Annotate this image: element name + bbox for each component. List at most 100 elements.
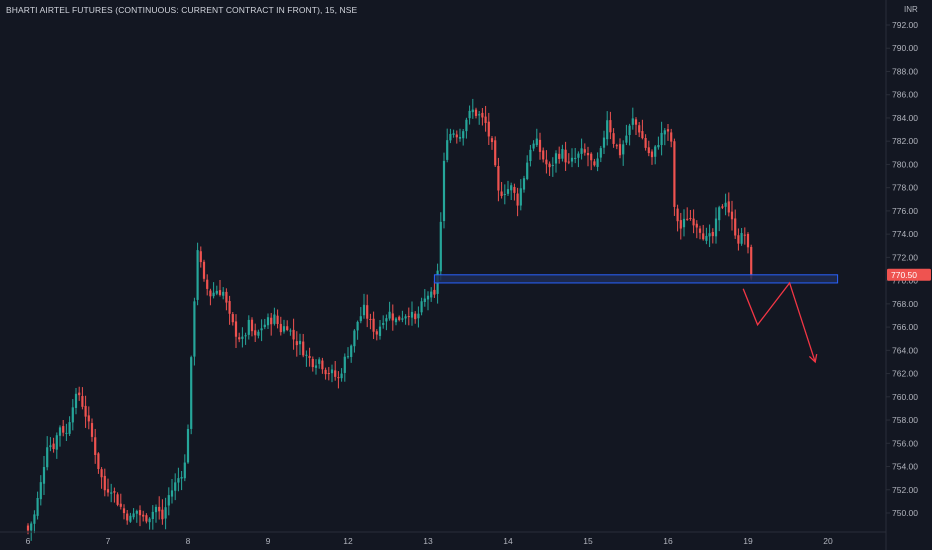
price-tick-label: 782.00 (892, 136, 918, 146)
candle (100, 467, 103, 489)
price-tick-label: 790.00 (892, 43, 918, 53)
time-tick-label: 20 (823, 536, 833, 546)
candle (545, 150, 548, 174)
candle (698, 225, 702, 240)
price-tick-label: 764.00 (892, 345, 918, 355)
candle (202, 259, 206, 282)
candle (746, 232, 750, 254)
candle (324, 367, 327, 380)
candle (724, 193, 727, 216)
price-tick-label: 778.00 (892, 183, 918, 193)
candle (446, 128, 449, 163)
candle (199, 246, 202, 268)
price-tick-label: 766.00 (892, 322, 918, 332)
candle (39, 475, 42, 506)
candle (151, 505, 154, 530)
candle (132, 508, 135, 520)
candle (369, 313, 372, 330)
candle (279, 316, 282, 336)
price-tick-label: 756.00 (892, 438, 918, 448)
price-tick-label: 754.00 (892, 462, 918, 472)
candle (458, 128, 462, 142)
candle (106, 478, 110, 497)
candle (439, 212, 442, 281)
candle (212, 282, 215, 299)
candle (65, 423, 68, 441)
price-tick-label: 780.00 (892, 159, 918, 169)
candle (30, 521, 33, 541)
time-tick-label: 14 (503, 536, 513, 546)
candle (631, 107, 634, 130)
last-price-label: 770.50 (891, 270, 917, 280)
time-tick-label: 7 (106, 536, 111, 546)
candle (660, 121, 663, 156)
candle (462, 129, 465, 146)
time-tick-label: 12 (343, 536, 353, 546)
chart-title: BHARTI AIRTEL FUTURES (CONTINUOUS: CURRE… (6, 5, 358, 15)
candle (228, 295, 231, 325)
candle (103, 468, 106, 497)
candle (119, 493, 122, 510)
candle (174, 473, 177, 501)
candle (452, 129, 455, 138)
candle (590, 152, 593, 171)
price-tick-label: 758.00 (892, 415, 918, 425)
candle (730, 200, 734, 231)
candle (321, 357, 324, 374)
candle (305, 350, 308, 367)
candle (500, 181, 503, 199)
candle (407, 307, 410, 326)
projection-path[interactable] (742, 281, 816, 363)
candle (231, 311, 234, 326)
candle (618, 138, 622, 159)
candle (366, 294, 369, 328)
candle (193, 297, 196, 366)
candle (250, 317, 254, 337)
time-tick-label: 15 (583, 536, 593, 546)
candle (122, 504, 126, 520)
candle (417, 306, 420, 328)
candle (209, 288, 212, 306)
candle (718, 205, 721, 232)
candle (244, 332, 247, 345)
candle (558, 146, 561, 164)
candle (420, 297, 423, 316)
candle (247, 315, 250, 340)
candle (398, 315, 401, 322)
candle (663, 128, 666, 146)
candle (481, 108, 484, 126)
candle (615, 143, 618, 150)
candle (177, 467, 180, 492)
candle (238, 332, 241, 343)
candle (666, 124, 670, 141)
candle (570, 148, 574, 168)
candle (295, 331, 298, 357)
candle (426, 291, 430, 311)
support-zone[interactable] (433, 274, 839, 284)
candle (148, 517, 151, 530)
candle (561, 144, 564, 162)
candle (519, 179, 522, 211)
price-tick-label: 788.00 (892, 66, 918, 76)
candle (682, 209, 686, 237)
candle (622, 140, 625, 166)
candle (375, 329, 378, 341)
time-tick-label: 6 (26, 536, 31, 546)
candle (532, 140, 535, 152)
candle (388, 301, 391, 321)
candle (46, 436, 49, 471)
candle (154, 504, 158, 523)
candle (138, 505, 142, 527)
time-axis[interactable]: 6 7 8 9 12 13 14 15 16 19 20 (0, 531, 886, 546)
candle (442, 152, 446, 229)
candle (206, 274, 209, 296)
price-tick-label: 774.00 (892, 229, 918, 239)
price-axis[interactable]: 750.00 752.00 754.00 756.00 758.00 760.00 762.… (885, 0, 931, 550)
candle (327, 367, 330, 381)
candle (522, 175, 526, 193)
candle (404, 314, 407, 325)
price-tick-label: 760.00 (892, 392, 918, 402)
candle (596, 152, 599, 172)
time-tick-label: 9 (266, 536, 271, 546)
